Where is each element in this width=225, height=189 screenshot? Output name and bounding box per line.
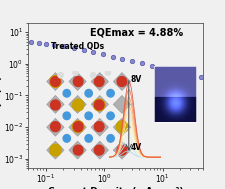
Polygon shape — [113, 73, 130, 91]
Polygon shape — [113, 141, 130, 159]
Text: 8V: 8V — [130, 75, 142, 84]
Circle shape — [73, 145, 83, 155]
Circle shape — [94, 100, 104, 110]
Circle shape — [90, 73, 95, 78]
Polygon shape — [113, 118, 130, 136]
Circle shape — [73, 77, 83, 87]
Polygon shape — [46, 95, 64, 113]
Circle shape — [85, 135, 92, 142]
Circle shape — [117, 145, 126, 155]
Circle shape — [72, 121, 83, 132]
Circle shape — [63, 135, 70, 142]
Circle shape — [117, 77, 126, 87]
Circle shape — [116, 121, 127, 132]
Circle shape — [106, 89, 114, 97]
Circle shape — [106, 135, 114, 142]
Circle shape — [73, 122, 83, 132]
Circle shape — [58, 73, 63, 78]
Circle shape — [63, 112, 70, 120]
Circle shape — [50, 122, 60, 132]
Circle shape — [50, 100, 60, 110]
Circle shape — [73, 70, 78, 75]
Polygon shape — [69, 141, 86, 159]
Polygon shape — [46, 73, 64, 91]
Circle shape — [50, 144, 61, 156]
Circle shape — [94, 145, 104, 155]
Polygon shape — [91, 95, 108, 113]
Polygon shape — [69, 118, 86, 136]
Circle shape — [85, 89, 92, 97]
Y-axis label: EQE (%): EQE (%) — [0, 75, 3, 116]
Circle shape — [94, 77, 104, 87]
Polygon shape — [91, 73, 108, 91]
Polygon shape — [91, 118, 108, 136]
Polygon shape — [46, 141, 64, 159]
Circle shape — [105, 70, 110, 75]
Circle shape — [72, 99, 83, 111]
Circle shape — [106, 112, 114, 120]
Polygon shape — [91, 141, 108, 159]
Polygon shape — [46, 118, 64, 136]
Text: EQEmax = 4.88%: EQEmax = 4.88% — [90, 27, 183, 37]
X-axis label: Current Density (mA cm⁻²): Current Density (mA cm⁻²) — [48, 187, 183, 189]
Circle shape — [93, 99, 104, 111]
Circle shape — [50, 77, 60, 87]
Polygon shape — [113, 95, 130, 113]
Circle shape — [63, 89, 70, 97]
Polygon shape — [69, 73, 86, 91]
Circle shape — [85, 112, 92, 120]
Circle shape — [94, 122, 104, 132]
Text: Treated QDs: Treated QDs — [51, 42, 104, 51]
Polygon shape — [69, 95, 86, 113]
Circle shape — [50, 76, 61, 87]
Text: 4V: 4V — [130, 143, 141, 152]
